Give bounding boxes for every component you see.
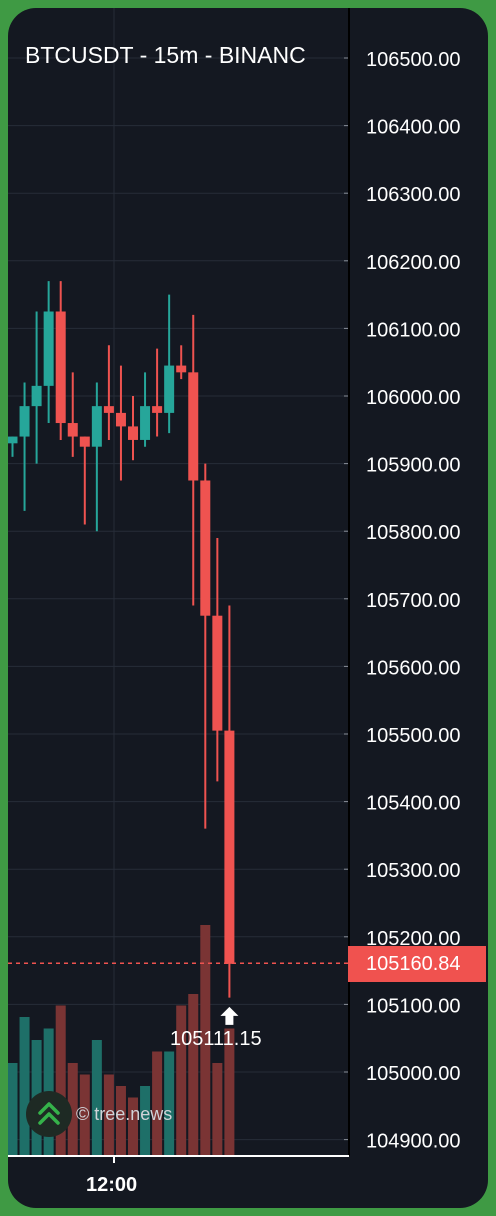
volume-bar xyxy=(67,1063,78,1155)
chart-title: BTCUSDT - 15m - BINANC xyxy=(25,42,306,68)
double-chevron-up-icon xyxy=(26,1091,72,1137)
candle-body xyxy=(31,385,42,407)
candle-body xyxy=(176,365,187,373)
y-tick-label: 105900.00 xyxy=(366,455,461,477)
y-tick-label: 104900.00 xyxy=(366,1131,461,1153)
y-tick-label: 105800.00 xyxy=(366,522,461,544)
candle-body xyxy=(188,372,199,481)
candle-body xyxy=(164,365,175,413)
y-tick-label: 105500.00 xyxy=(366,725,461,747)
candle-body xyxy=(103,406,114,413)
candle-body xyxy=(91,406,102,447)
volume-bar xyxy=(8,1063,18,1155)
y-tick-label: 105400.00 xyxy=(366,793,461,815)
y-tick-label: 106300.00 xyxy=(366,184,461,206)
volume-bar xyxy=(140,1086,151,1155)
volume-bar xyxy=(115,1086,126,1155)
volume-bar xyxy=(128,1097,138,1155)
volume-bar xyxy=(79,1074,90,1155)
y-tick-label: 106000.00 xyxy=(366,387,461,409)
candle-body xyxy=(115,412,126,427)
low-marker-arrow-icon xyxy=(220,1006,239,1025)
candle-body xyxy=(128,426,138,440)
y-tick-label: 105300.00 xyxy=(366,860,461,882)
volume-bar xyxy=(152,1051,163,1155)
candle-body xyxy=(8,436,18,444)
y-tick-label: 105600.00 xyxy=(366,657,461,679)
y-tick-label: 105000.00 xyxy=(366,1063,461,1085)
volume-bar xyxy=(176,1005,187,1155)
volume-bar xyxy=(19,1017,30,1155)
volume-bar xyxy=(55,1005,66,1155)
volume-bar xyxy=(200,925,211,1155)
volume-bar xyxy=(103,1074,114,1155)
y-tick-label: 105200.00 xyxy=(366,928,461,950)
chart-frame: 106500.00 106400.00 106300.00 106200.00 1061… xyxy=(8,8,488,1208)
candle-body xyxy=(19,406,30,437)
y-tick-label: 106200.00 xyxy=(366,252,461,274)
watermark-text: © tree.news xyxy=(76,1103,173,1124)
volume-bar xyxy=(188,994,199,1155)
candle-body xyxy=(200,480,211,616)
candle-body xyxy=(224,730,235,964)
candle-body xyxy=(43,311,54,386)
volume-bar xyxy=(91,1040,102,1155)
candle-body xyxy=(67,423,78,437)
y-tick-label: 105700.00 xyxy=(366,590,461,612)
candle-body xyxy=(140,406,151,440)
time-axis-label: 12:00 xyxy=(86,1174,138,1196)
low-marker-label: 105111.15 xyxy=(170,1028,262,1050)
candle-body xyxy=(55,311,66,424)
current-price-label: 105160.84 xyxy=(366,952,461,975)
candle-body xyxy=(152,406,163,413)
y-tick-label: 106500.00 xyxy=(366,49,461,71)
y-tick-label: 105100.00 xyxy=(366,995,461,1017)
y-tick-label: 106100.00 xyxy=(366,319,461,341)
volume-bar xyxy=(224,1028,235,1155)
candle-body xyxy=(212,615,223,731)
candlestick-chart[interactable]: 106500.00 106400.00 106300.00 106200.00 1061… xyxy=(8,8,488,1208)
watermark: © tree.news xyxy=(26,1090,172,1138)
current-price-tag: 105160.84 xyxy=(348,946,486,982)
y-tick-label: 106400.00 xyxy=(366,117,461,139)
candle-body xyxy=(79,436,90,447)
volume-bar xyxy=(212,1063,223,1155)
volume-bar xyxy=(164,1051,175,1155)
